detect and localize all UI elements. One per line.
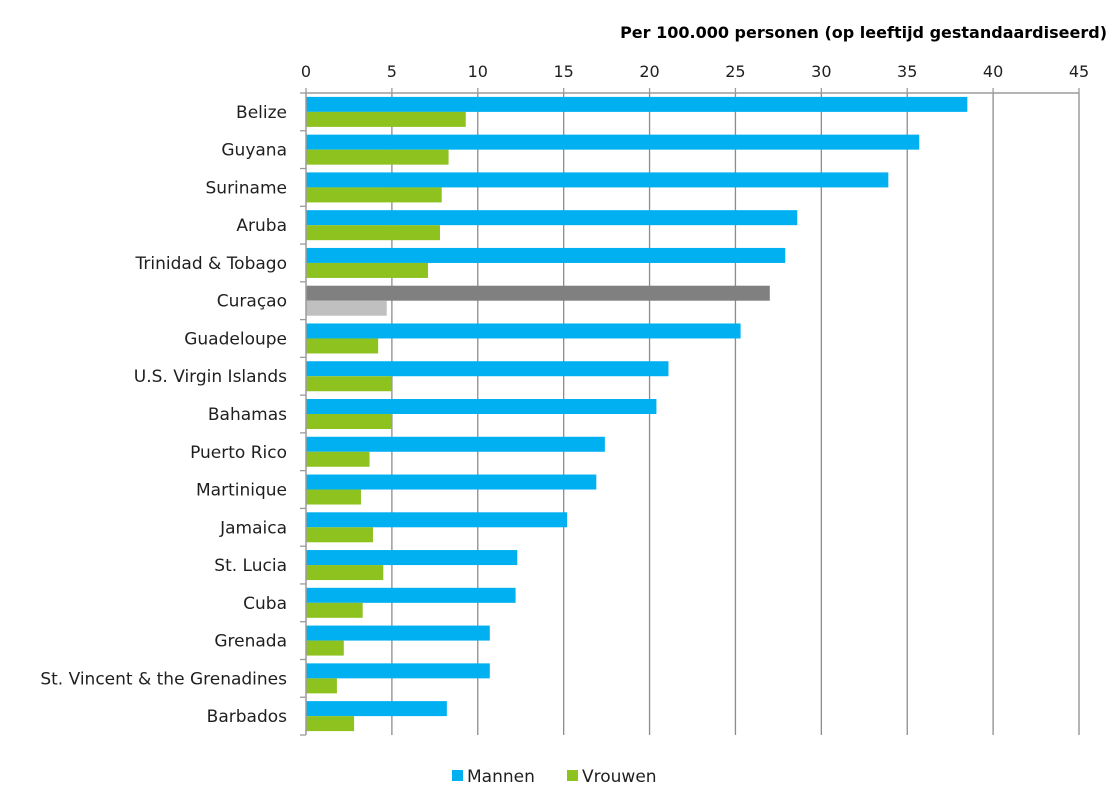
x-tick-label-15: 15 bbox=[553, 62, 573, 81]
category-label: Trinidad & Tobago bbox=[135, 254, 287, 274]
category-label: Bahamas bbox=[208, 405, 287, 425]
bar-mannen-8 bbox=[306, 399, 657, 414]
bar-vrouwen-0 bbox=[306, 111, 466, 127]
category-label: Grenada bbox=[214, 632, 287, 652]
axes bbox=[300, 88, 1080, 736]
x-tick-labels: 0 5 10 15 20 25 30 35 40 45 bbox=[301, 62, 1089, 81]
x-tick-label-45: 45 bbox=[1069, 62, 1089, 81]
bar-mannen-9 bbox=[306, 436, 605, 452]
bar-mannen-10 bbox=[306, 474, 597, 490]
grid-lines bbox=[391, 93, 1080, 735]
bar-mannen-16 bbox=[306, 701, 447, 717]
category-label: Belize bbox=[236, 103, 287, 123]
category-label: Cuba bbox=[243, 594, 287, 614]
legend: Mannen Vrouwen bbox=[452, 767, 657, 787]
bar-mannen-2 bbox=[306, 172, 889, 188]
bar-mannen-7 bbox=[306, 361, 669, 377]
bar-vrouwen-2 bbox=[306, 187, 442, 203]
x-tick-label-40: 40 bbox=[983, 62, 1003, 81]
legend-label-mannen: Mannen bbox=[467, 767, 535, 787]
bar-vrouwen-15 bbox=[306, 678, 337, 694]
bar-vrouwen-6 bbox=[306, 338, 379, 354]
bar-vrouwen-4 bbox=[306, 262, 428, 278]
category-label: St. Lucia bbox=[214, 556, 287, 576]
bar-mannen-0 bbox=[306, 96, 968, 112]
category-label: St. Vincent & the Grenadines bbox=[40, 669, 287, 689]
bar-mannen-14 bbox=[306, 625, 490, 641]
bar-vrouwen-12 bbox=[306, 565, 384, 581]
category-label: Curaçao bbox=[217, 292, 287, 312]
legend-swatch-vrouwen bbox=[567, 770, 578, 781]
category-labels: Belize Guyana Suriname Aruba Trinidad & Toba… bbox=[40, 103, 287, 727]
bar-vrouwen-11 bbox=[306, 527, 373, 543]
bar-mannen-5 bbox=[306, 285, 770, 301]
category-label: Guyana bbox=[221, 141, 287, 161]
bar-vrouwen-14 bbox=[306, 640, 344, 656]
x-tick-label-25: 25 bbox=[725, 62, 745, 81]
bar-vrouwen-1 bbox=[306, 149, 449, 165]
bar-mannen-3 bbox=[306, 210, 798, 226]
bar-mannen-15 bbox=[306, 663, 490, 679]
category-label: Aruba bbox=[236, 216, 287, 236]
category-label: Martinique bbox=[196, 481, 287, 501]
bar-vrouwen-5 bbox=[306, 300, 387, 316]
bar-mannen-4 bbox=[306, 247, 786, 263]
bar-mannen-12 bbox=[306, 550, 518, 566]
bar-vrouwen-3 bbox=[306, 225, 440, 241]
category-label: Guadeloupe bbox=[184, 329, 287, 349]
bar-vrouwen-9 bbox=[306, 451, 370, 467]
legend-label-vrouwen: Vrouwen bbox=[582, 767, 657, 787]
category-label: Barbados bbox=[207, 707, 287, 727]
bar-vrouwen-8 bbox=[306, 414, 392, 429]
x-axis-title: Per 100.000 personen (op leeftijd gestan… bbox=[620, 23, 1107, 42]
bar-vrouwen-16 bbox=[306, 716, 355, 732]
bar-mannen-13 bbox=[306, 587, 516, 603]
legend-swatch-mannen bbox=[452, 770, 463, 781]
bar-vrouwen-10 bbox=[306, 489, 361, 505]
x-tick-label-35: 35 bbox=[897, 62, 917, 81]
bar-vrouwen-13 bbox=[306, 602, 363, 618]
bar-mannen-1 bbox=[306, 134, 920, 150]
category-label: U.S. Virgin Islands bbox=[134, 367, 287, 387]
bar-vrouwen-7 bbox=[306, 376, 392, 392]
category-label: Suriname bbox=[206, 178, 288, 198]
x-tick-label-10: 10 bbox=[468, 62, 488, 81]
category-label: Puerto Rico bbox=[190, 443, 287, 463]
x-tick-label-30: 30 bbox=[811, 62, 831, 81]
x-tick-label-5: 5 bbox=[387, 62, 397, 81]
x-tick-label-20: 20 bbox=[639, 62, 659, 81]
bar-mannen-11 bbox=[306, 512, 568, 528]
bars bbox=[306, 96, 968, 732]
category-label: Jamaica bbox=[219, 518, 287, 538]
x-tick-label-0: 0 bbox=[301, 62, 311, 81]
bar-mannen-6 bbox=[306, 323, 741, 339]
